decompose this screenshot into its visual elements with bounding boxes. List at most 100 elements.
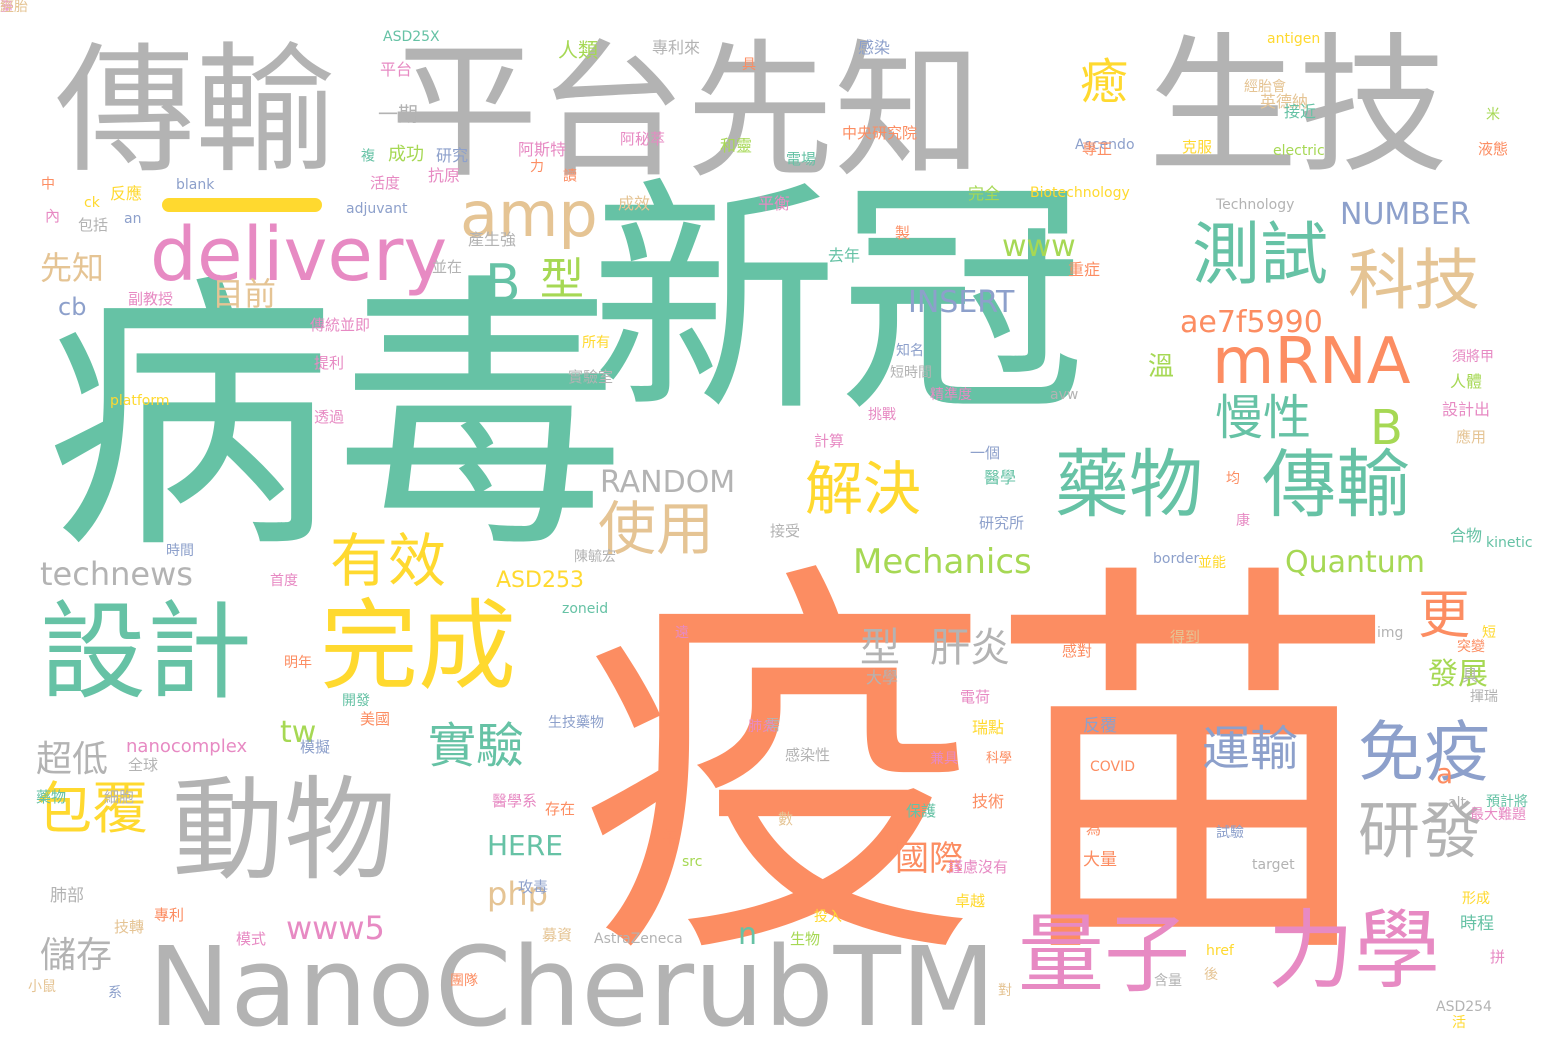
cloud-word: an bbox=[124, 211, 142, 227]
cloud-word: 應用 bbox=[1456, 428, 1487, 446]
cloud-word: 英德納 bbox=[1260, 92, 1309, 111]
cloud-word: platform bbox=[110, 393, 170, 409]
cloud-word: 均 bbox=[1226, 471, 1240, 487]
cloud-word: www5 bbox=[286, 909, 385, 947]
cloud-word: 設計 bbox=[40, 591, 252, 714]
cloud-word: Ascendo bbox=[1075, 137, 1135, 153]
cloud-word: 臺 bbox=[0, 0, 14, 15]
cloud-word: 並能 bbox=[1198, 555, 1226, 571]
cloud-word: 電荷 bbox=[960, 688, 991, 706]
cloud-word: 測試 bbox=[1192, 216, 1329, 295]
cloud-word: 突變 bbox=[1457, 639, 1485, 655]
cloud-word: href bbox=[1206, 943, 1234, 959]
cloud-word: 透過 bbox=[314, 408, 345, 426]
cloud-word: 試驗 bbox=[1216, 825, 1244, 841]
cloud-word: 投入 bbox=[814, 909, 842, 925]
cloud-word: ASD254 bbox=[1436, 999, 1492, 1015]
cloud-word: ASD253 bbox=[496, 568, 584, 593]
cloud-word: 實驗 bbox=[428, 718, 525, 774]
cloud-word: 預計將 bbox=[1486, 794, 1528, 810]
cloud-word: cb bbox=[58, 293, 87, 321]
cloud-word: 發展 bbox=[1428, 657, 1488, 692]
cloud-word: 經胎 bbox=[0, 0, 28, 15]
cloud-word: 更 bbox=[1418, 586, 1471, 646]
cloud-word: alt bbox=[1448, 795, 1466, 811]
cloud-word: 抗原 bbox=[428, 166, 461, 185]
cloud-word: technews bbox=[40, 555, 193, 593]
cloud-word: 使用 bbox=[598, 495, 715, 563]
cloud-word: ck bbox=[84, 195, 100, 211]
cloud-word: 量子 bbox=[1018, 905, 1190, 1005]
cloud-word: 研究所 bbox=[979, 514, 1025, 532]
cloud-word: 一個 bbox=[970, 444, 1001, 462]
cloud-word: 首度 bbox=[270, 573, 298, 589]
cloud-word: 專利來 bbox=[652, 38, 701, 57]
cloud-word: 溫 bbox=[1148, 352, 1175, 382]
cloud-word: blank bbox=[176, 177, 215, 193]
cloud-word: 實驗室 bbox=[568, 368, 614, 386]
cloud-word: 傳輸 bbox=[55, 30, 336, 193]
cloud-word: 研發 bbox=[1358, 794, 1483, 867]
cloud-word: 平台先知 bbox=[390, 26, 982, 198]
cloud-word: 包覆 bbox=[36, 777, 148, 842]
cloud-word: antigen bbox=[1267, 31, 1321, 47]
cloud-word: 力學 bbox=[1268, 901, 1440, 1001]
cloud-word: 生技藥物 bbox=[548, 715, 604, 731]
cloud-word: 具 bbox=[742, 57, 756, 73]
cloud-word: 精準度 bbox=[930, 387, 972, 403]
cloud-word: Biotechnology bbox=[1030, 185, 1130, 201]
cloud-word: 米 bbox=[1486, 107, 1500, 123]
cloud-word: 系 bbox=[108, 985, 122, 1001]
cloud-word: 細胞 bbox=[104, 788, 135, 806]
cloud-word: 副教授 bbox=[128, 290, 174, 308]
cloud-word: 儲存 bbox=[40, 935, 113, 976]
cloud-word: 平台 bbox=[380, 60, 413, 79]
cloud-word: 經胎會 bbox=[1244, 79, 1286, 95]
cloud-word: 克服 bbox=[1182, 138, 1213, 156]
cloud-word: 時程 bbox=[1460, 914, 1494, 934]
cloud-word: 揮瑞 bbox=[1470, 689, 1498, 705]
cloud-word: 肺炎 bbox=[748, 719, 776, 735]
cloud-word: 小鼠 bbox=[28, 979, 56, 995]
cloud-word: 解決 bbox=[805, 455, 922, 523]
cloud-word: 挑戰 bbox=[868, 407, 896, 423]
cloud-word: 募資 bbox=[542, 926, 573, 944]
cloud-word: adjuvant bbox=[346, 201, 408, 217]
cloud-word: 去年 bbox=[828, 246, 861, 265]
cloud-word: 國際 bbox=[895, 839, 963, 879]
cloud-word: 模式 bbox=[236, 930, 267, 948]
cloud-word: img bbox=[1377, 625, 1404, 641]
cloud-word: 大量 bbox=[1083, 850, 1117, 870]
cloud-word: 成功 bbox=[388, 144, 424, 165]
cloud-word: 平衡 bbox=[758, 194, 791, 213]
cloud-word: 人類 bbox=[558, 38, 598, 62]
cloud-word: 肺部 bbox=[50, 886, 84, 906]
cloud-word: avw bbox=[1050, 387, 1079, 403]
cloud-word: 一期 bbox=[378, 102, 418, 126]
cloud-word: 包括 bbox=[78, 216, 109, 234]
cloud-word: 型 bbox=[540, 254, 584, 305]
cloud-word: 感染 bbox=[858, 38, 891, 57]
cloud-word: 藥物 bbox=[1055, 442, 1203, 528]
cloud-word: 運輸 bbox=[1202, 721, 1299, 777]
cloud-word: AstraZeneca bbox=[594, 931, 683, 947]
cloud-word: 明年 bbox=[284, 655, 312, 671]
cloud-word: 接近 bbox=[1284, 102, 1317, 121]
cloud-word: 全球 bbox=[128, 756, 159, 774]
cloud-word: ASD25X bbox=[383, 29, 440, 45]
cloud-word: RANDOM bbox=[600, 465, 736, 500]
cloud-word: 力 bbox=[530, 159, 544, 175]
cloud-word: 藥物 bbox=[36, 788, 67, 806]
cloud-word: 先知 bbox=[40, 249, 105, 287]
cloud-word: NanoCherubTM bbox=[148, 923, 996, 1051]
cloud-word: 為 bbox=[1086, 820, 1102, 838]
cloud-word: 技轉 bbox=[114, 918, 145, 936]
cloud-word: 設計出 bbox=[1442, 400, 1491, 419]
cloud-word: 短時間 bbox=[890, 365, 932, 381]
cloud-word: 製 bbox=[895, 224, 911, 242]
cloud-word: 研究 bbox=[436, 146, 469, 165]
cloud-word: 時間 bbox=[166, 543, 194, 559]
cloud-word: 最大難題 bbox=[1470, 807, 1526, 823]
cloud-word: 對 bbox=[998, 983, 1012, 999]
cloud-word: 團隊 bbox=[450, 973, 478, 989]
